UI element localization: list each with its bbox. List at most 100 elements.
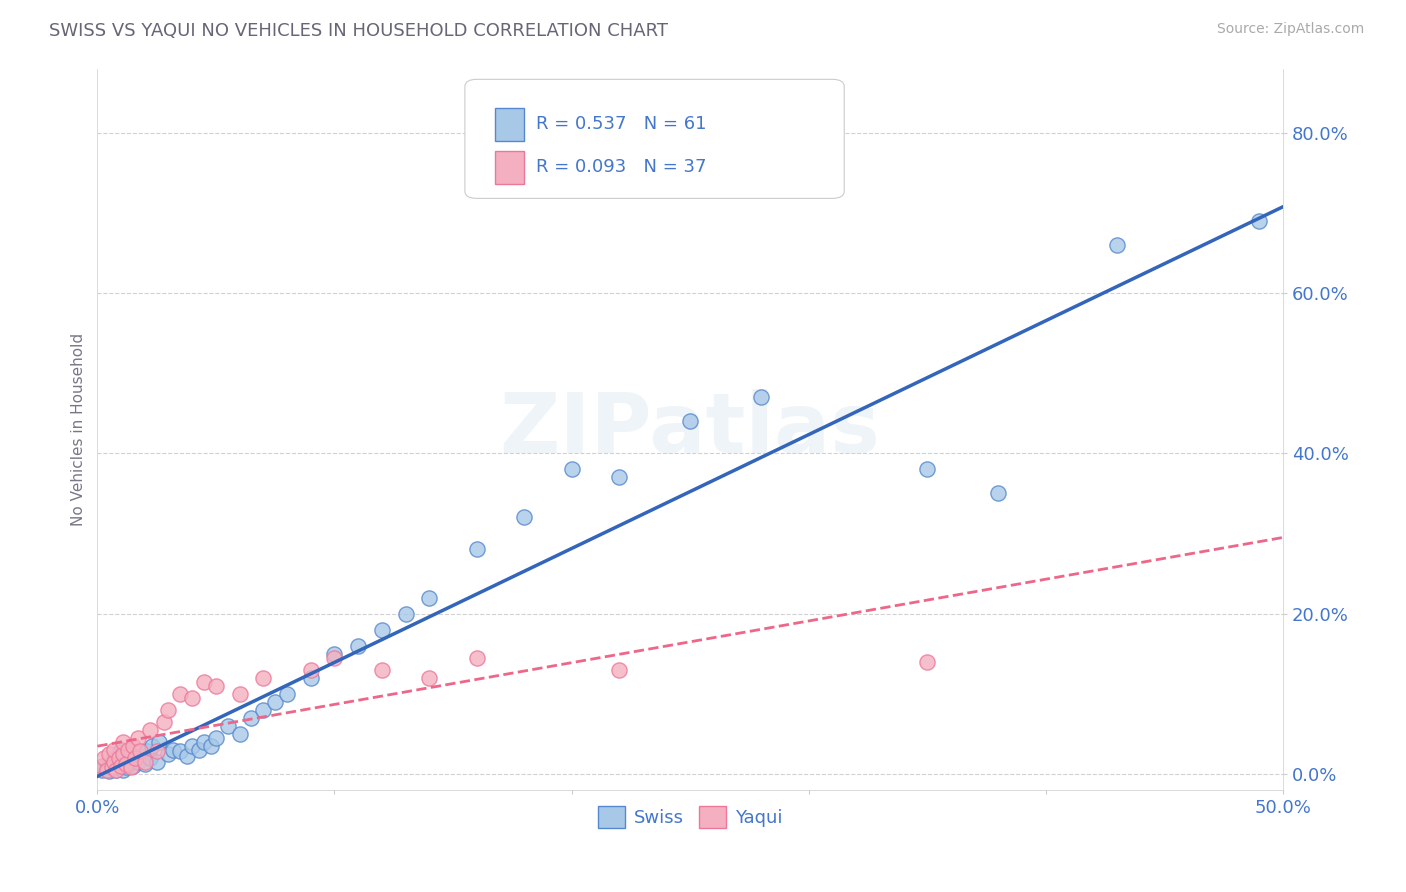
- Point: [117, 757, 139, 772]
- Point: [418, 671, 440, 685]
- Point: [122, 739, 145, 753]
- Point: [607, 663, 630, 677]
- Point: [103, 761, 125, 775]
- Point: [120, 747, 142, 761]
- Point: [91, 763, 114, 777]
- Point: [96, 763, 118, 777]
- Point: [103, 752, 125, 766]
- Point: [217, 719, 239, 733]
- Point: [107, 760, 129, 774]
- Point: [513, 510, 536, 524]
- Point: [138, 751, 160, 765]
- Point: [122, 759, 145, 773]
- Point: [110, 759, 132, 773]
- Point: [240, 711, 263, 725]
- Point: [138, 723, 160, 737]
- Point: [1249, 214, 1271, 228]
- Point: [129, 749, 152, 764]
- Point: [112, 735, 135, 749]
- Point: [347, 639, 370, 653]
- Text: Source: ZipAtlas.com: Source: ZipAtlas.com: [1216, 22, 1364, 37]
- Point: [112, 763, 135, 777]
- Point: [148, 735, 170, 749]
- Point: [91, 759, 114, 773]
- Point: [228, 727, 250, 741]
- Bar: [495, 108, 524, 141]
- Point: [114, 751, 136, 765]
- Point: [105, 763, 128, 777]
- Point: [252, 671, 274, 685]
- Point: [100, 760, 122, 774]
- Point: [200, 739, 222, 753]
- Y-axis label: No Vehicles in Household: No Vehicles in Household: [72, 333, 86, 525]
- Point: [134, 757, 156, 772]
- Point: [193, 674, 215, 689]
- Point: [117, 743, 139, 757]
- Point: [299, 663, 322, 677]
- Point: [176, 749, 198, 764]
- Point: [134, 755, 156, 769]
- Point: [124, 751, 146, 765]
- Point: [915, 462, 938, 476]
- Point: [141, 739, 163, 753]
- Point: [276, 687, 298, 701]
- Point: [323, 647, 346, 661]
- Point: [561, 462, 583, 476]
- Point: [100, 755, 122, 769]
- Point: [112, 755, 135, 769]
- Point: [1105, 238, 1128, 252]
- Point: [93, 751, 115, 765]
- Point: [129, 744, 152, 758]
- Point: [93, 759, 115, 773]
- Point: [188, 743, 211, 757]
- Point: [127, 731, 149, 745]
- Text: R = 0.093   N = 37: R = 0.093 N = 37: [536, 159, 706, 177]
- Point: [181, 739, 204, 753]
- Point: [679, 414, 702, 428]
- Point: [394, 607, 416, 621]
- Point: [371, 663, 394, 677]
- Point: [98, 764, 121, 779]
- Point: [114, 760, 136, 774]
- Point: [136, 744, 159, 758]
- Point: [124, 752, 146, 766]
- Point: [169, 744, 191, 758]
- Point: [103, 743, 125, 757]
- Point: [127, 755, 149, 769]
- Point: [169, 687, 191, 701]
- Point: [252, 703, 274, 717]
- Point: [112, 747, 135, 761]
- Point: [323, 650, 346, 665]
- Point: [749, 390, 772, 404]
- Point: [162, 743, 184, 757]
- Text: SWISS VS YAQUI NO VEHICLES IN HOUSEHOLD CORRELATION CHART: SWISS VS YAQUI NO VEHICLES IN HOUSEHOLD …: [49, 22, 668, 40]
- Point: [157, 747, 180, 761]
- Point: [98, 747, 121, 761]
- Point: [607, 470, 630, 484]
- Point: [205, 731, 228, 745]
- Point: [110, 743, 132, 757]
- Point: [205, 679, 228, 693]
- Point: [96, 760, 118, 774]
- Point: [157, 703, 180, 717]
- FancyBboxPatch shape: [465, 79, 844, 198]
- Point: [181, 690, 204, 705]
- Point: [105, 763, 128, 777]
- Point: [193, 735, 215, 749]
- Point: [264, 695, 287, 709]
- Bar: [495, 152, 524, 184]
- Point: [152, 714, 174, 729]
- Point: [107, 747, 129, 761]
- Point: [371, 623, 394, 637]
- Point: [145, 755, 167, 769]
- Point: [465, 542, 488, 557]
- Point: [145, 744, 167, 758]
- Point: [98, 757, 121, 772]
- Point: [228, 687, 250, 701]
- Text: R = 0.537   N = 61: R = 0.537 N = 61: [536, 115, 706, 133]
- Point: [418, 591, 440, 605]
- Point: [299, 671, 322, 685]
- Legend: Swiss, Yaqui: Swiss, Yaqui: [591, 798, 789, 835]
- Point: [114, 757, 136, 772]
- Point: [105, 751, 128, 765]
